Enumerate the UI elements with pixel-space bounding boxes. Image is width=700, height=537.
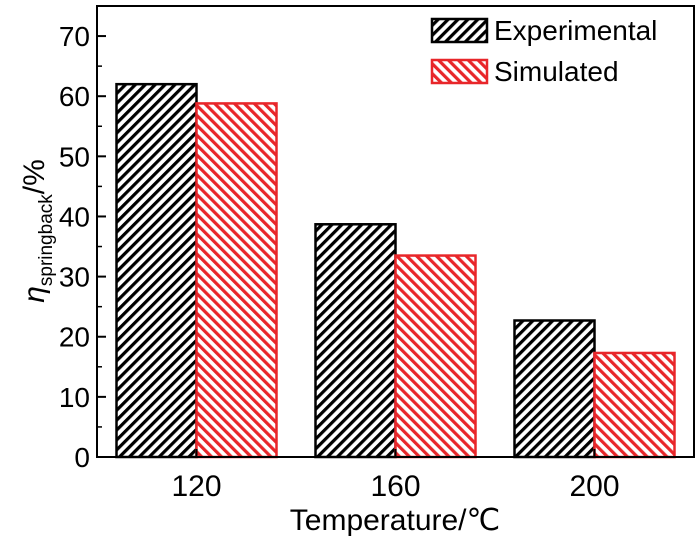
x-tick-label: 120 — [171, 470, 221, 503]
y-axis-label: ηspringback/% — [18, 159, 57, 303]
x-axis-ticks: 120 160 200 — [171, 449, 620, 503]
x-axis-label: Temperature/℃ — [290, 504, 500, 537]
x-tick-label: 160 — [370, 470, 420, 503]
y-tick-label: 10 — [59, 382, 90, 413]
legend-swatch-experimental — [430, 17, 489, 44]
y-tick-label: 60 — [59, 81, 90, 112]
y-axis-label-symbol: η — [18, 286, 51, 303]
y-tick-label: 40 — [59, 201, 90, 232]
legend: Experimental Simulated — [430, 15, 657, 87]
y-tick-label: 50 — [59, 141, 90, 172]
bars-group — [115, 82, 676, 459]
plot-frame — [96, 5, 695, 458]
legend-swatch-simulated — [430, 58, 489, 85]
bar-experimental-160 — [314, 223, 397, 459]
y-tick-label: 70 — [59, 21, 90, 52]
y-axis-label-suffix: /% — [18, 159, 51, 194]
x-tick-label: 200 — [569, 470, 619, 503]
y-axis-label-subscript: springback — [36, 194, 57, 286]
y-tick-label: 30 — [59, 262, 90, 293]
legend-label-experimental: Experimental — [494, 15, 657, 46]
bar-simulated-160 — [394, 254, 477, 459]
bar-simulated-120 — [195, 102, 278, 459]
y-tick-label: 20 — [59, 322, 90, 353]
y-tick-label: 0 — [74, 442, 90, 473]
y-axis-ticks: 0 10 20 30 40 50 60 70 — [59, 21, 106, 473]
bar-experimental-200 — [513, 319, 596, 459]
bar-simulated-200 — [593, 351, 676, 459]
legend-label-simulated: Simulated — [494, 56, 619, 87]
bar-experimental-120 — [115, 82, 198, 459]
